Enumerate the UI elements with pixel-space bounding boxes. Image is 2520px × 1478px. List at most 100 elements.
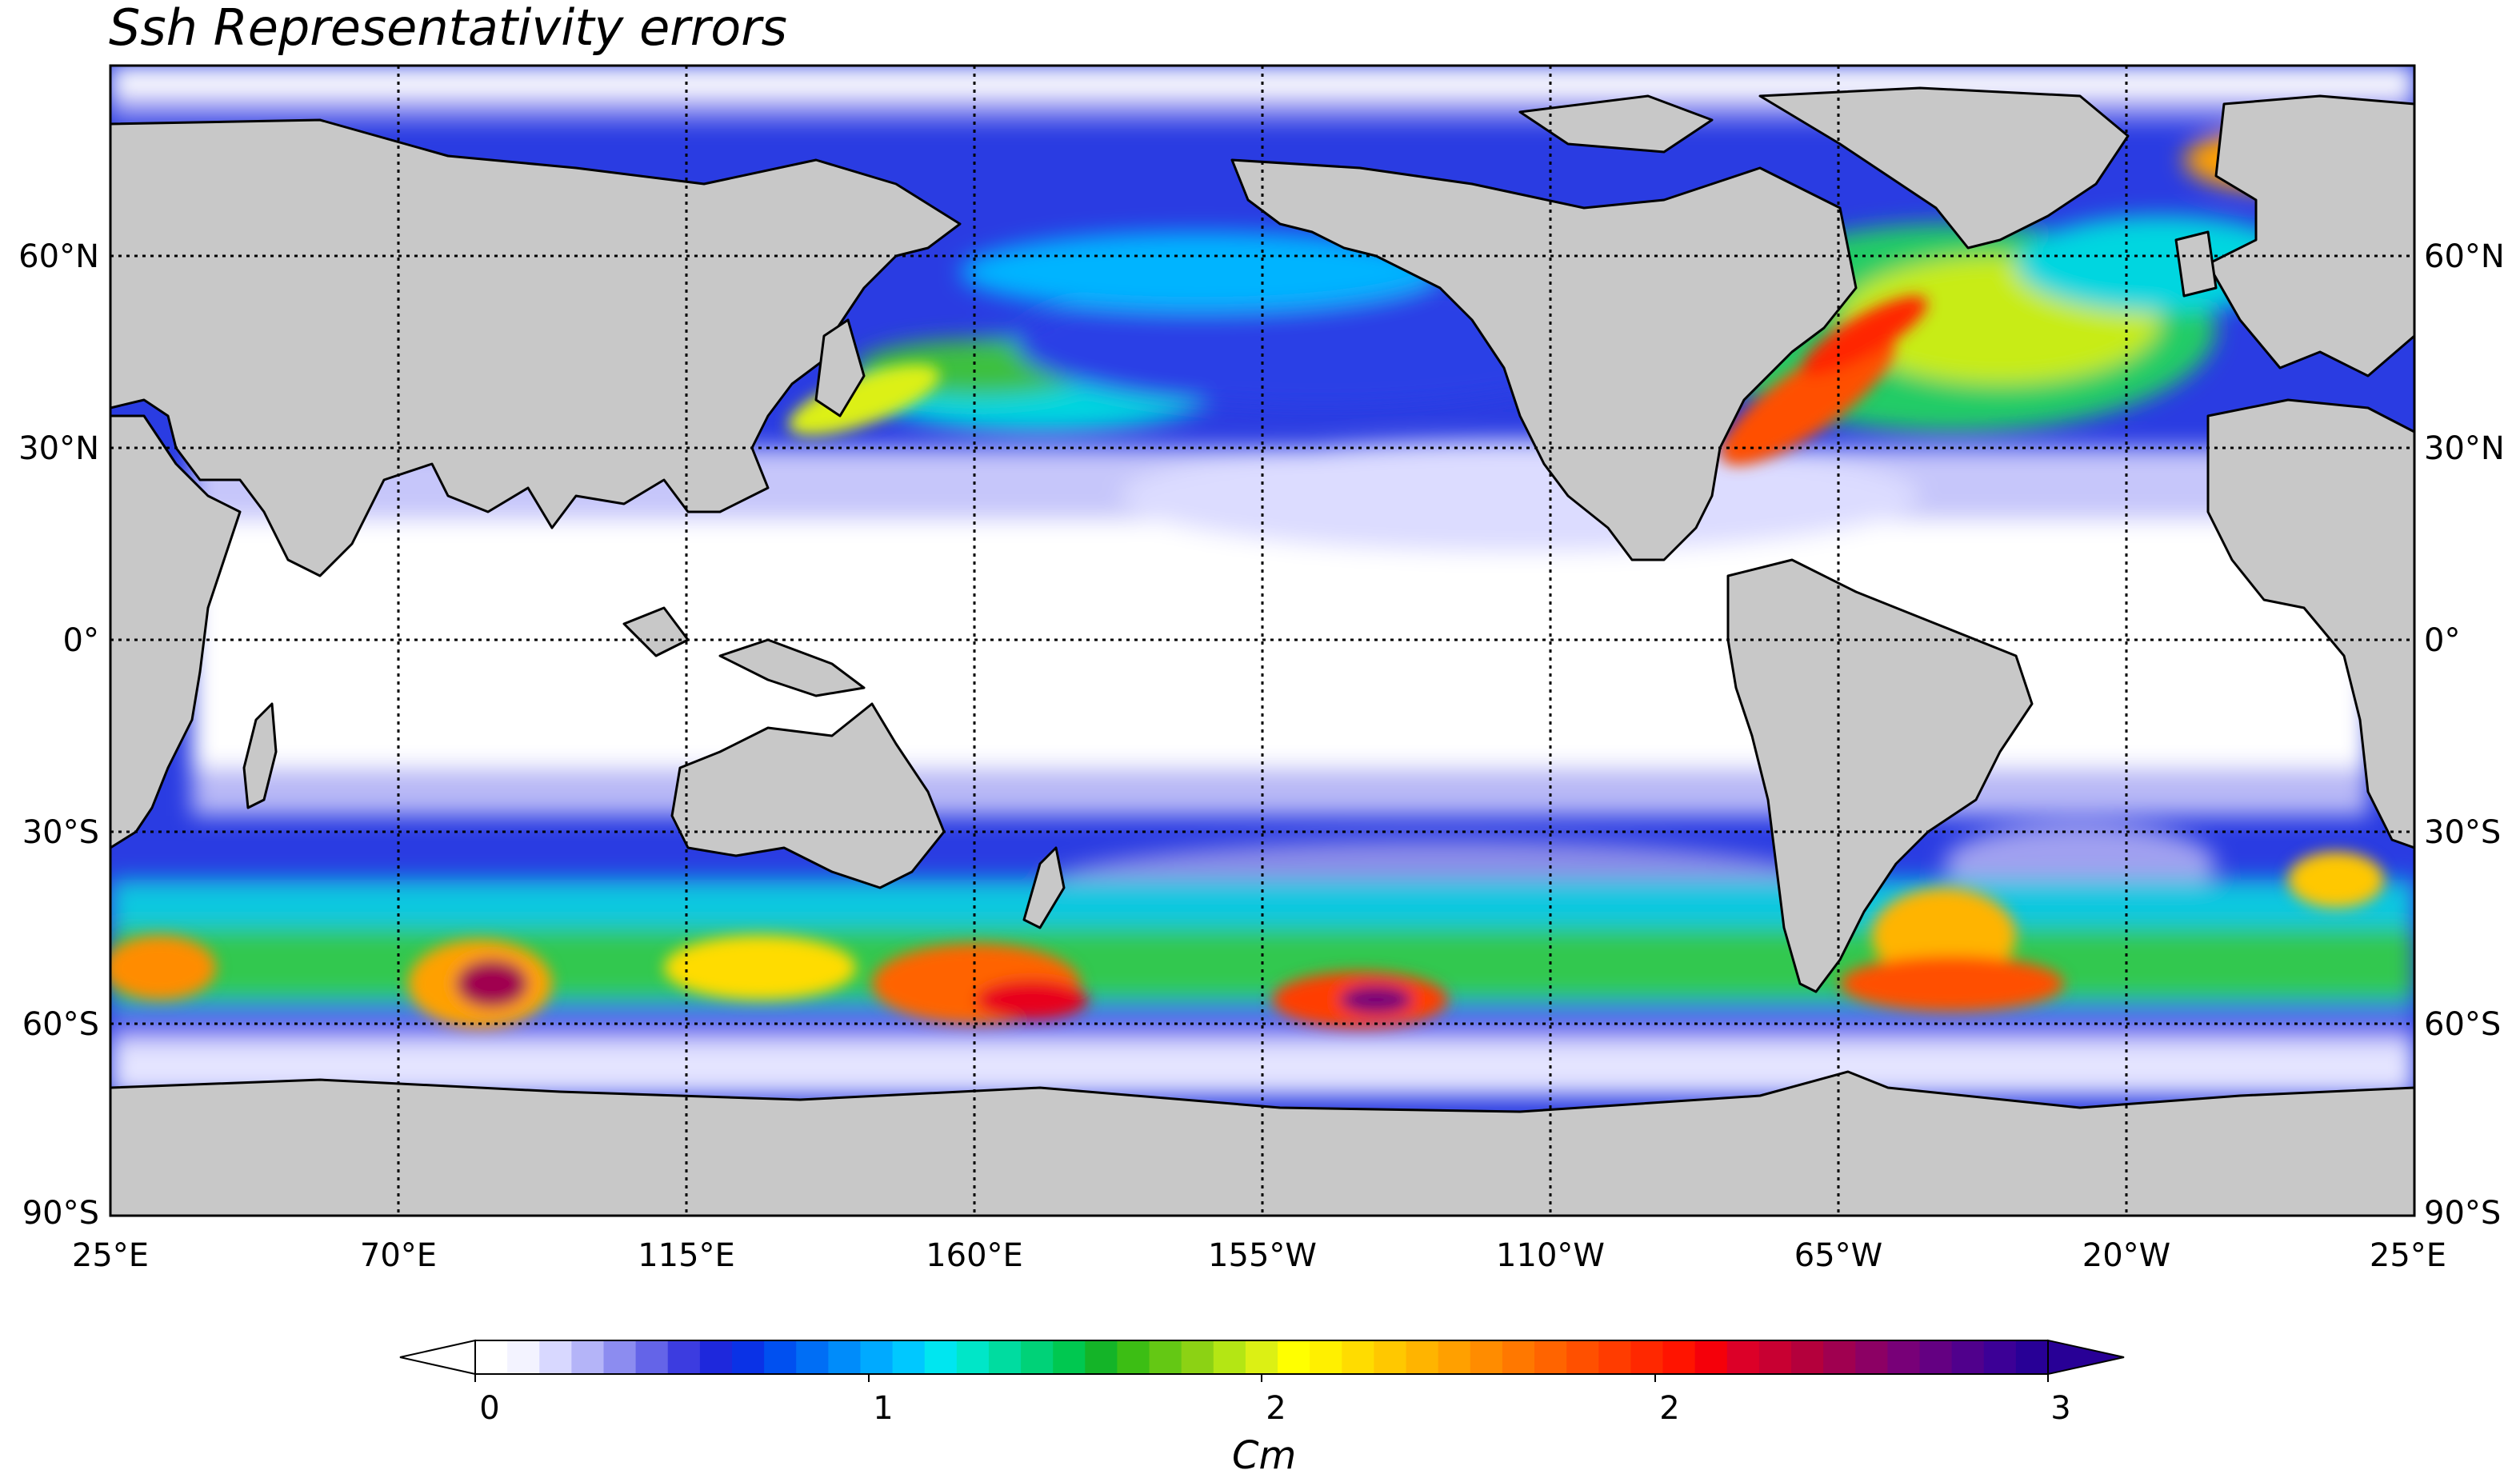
land-eurasia xyxy=(110,118,962,577)
colorbar-cell xyxy=(731,1340,765,1374)
colorbar-cell xyxy=(1502,1340,1535,1374)
colorbar-cell xyxy=(1021,1340,1054,1374)
colorbar-cell xyxy=(1053,1340,1086,1374)
lat-label-right: 30°N xyxy=(2424,430,2505,467)
lon-label: 70°E xyxy=(360,1237,437,1274)
colorbar-cell xyxy=(1534,1340,1567,1374)
lon-label: 160°E xyxy=(926,1237,1023,1274)
colorbar-cell xyxy=(2015,1340,2049,1374)
lat-label-right: 0° xyxy=(2424,622,2460,659)
colorbar-cell xyxy=(764,1340,797,1374)
land-africa-west xyxy=(2206,398,2414,849)
lat-label-left: 30°N xyxy=(18,430,99,467)
lat-label-right: 90°S xyxy=(2424,1195,2501,1232)
land-british-isles xyxy=(2174,230,2218,298)
colorbar-cell xyxy=(1726,1340,1760,1374)
colorbar-cell xyxy=(1310,1340,1342,1374)
colorbar-cell xyxy=(860,1340,894,1374)
colorbar-cell xyxy=(924,1340,958,1374)
error-hotspots xyxy=(110,296,2384,1028)
land-north-america xyxy=(1230,158,1858,561)
colorbar-tick-label: 1 xyxy=(873,1390,893,1427)
colorbar-cell xyxy=(1278,1340,1310,1374)
colorbar-cell xyxy=(1855,1340,1888,1374)
colorbar-cell xyxy=(667,1340,701,1374)
colorbar-cell xyxy=(1566,1340,1599,1374)
colorbar-min-extend xyxy=(399,1339,476,1376)
colorbar-cell xyxy=(828,1340,862,1374)
colorbar-cell xyxy=(571,1340,605,1374)
colorbar-cell xyxy=(475,1340,508,1374)
land-japan xyxy=(814,318,866,417)
map-title: Ssh Representativity errors xyxy=(109,0,787,57)
colorbar-cell xyxy=(1983,1340,2017,1374)
colorbar-cell xyxy=(507,1340,540,1374)
colorbar-cell xyxy=(1117,1340,1150,1374)
colorbar-tick-label: 0 xyxy=(479,1390,499,1427)
colorbar-cell xyxy=(603,1340,637,1374)
graticule xyxy=(110,66,2414,1216)
land-africa-east xyxy=(110,414,242,849)
colorbar-cell xyxy=(1758,1340,1792,1374)
colorbar-cell xyxy=(1085,1340,1118,1374)
lon-label: 20°W xyxy=(2082,1237,2170,1274)
land-europe xyxy=(2206,94,2414,377)
lon-label: 25°E xyxy=(2370,1237,2446,1274)
colorbar: 0 1 2 2 3 xyxy=(399,1339,2125,1427)
colorbar-ticks xyxy=(474,1374,2049,1382)
colorbar-cell xyxy=(1951,1340,1985,1374)
colorbar-cell xyxy=(956,1340,990,1374)
land-south-america xyxy=(1726,558,2034,993)
lat-label-left: 60°N xyxy=(18,238,99,275)
colorbar-cell xyxy=(1438,1340,1471,1374)
colorbar-cell xyxy=(988,1340,1022,1374)
colorbar-cell xyxy=(1694,1340,1728,1374)
lat-labels-right: 60°N 30°N 0° 30°S 60°S 90°S xyxy=(2424,238,2505,1232)
colorbar-cell xyxy=(1598,1340,1632,1374)
lon-label: 110°W xyxy=(1496,1237,1605,1274)
lat-label-left: 60°S xyxy=(22,1006,99,1043)
lon-label: 65°W xyxy=(1794,1237,1882,1274)
lon-label: 155°W xyxy=(1208,1237,1317,1274)
colorbar-tick-label: 2 xyxy=(1659,1390,1679,1427)
lat-label-right: 60°N xyxy=(2424,238,2505,275)
land-australia xyxy=(670,702,946,889)
colorbar-cell xyxy=(1181,1340,1214,1374)
colorbar-cell xyxy=(1149,1340,1182,1374)
land-greenland xyxy=(1758,86,2130,250)
colorbar-cell xyxy=(1245,1340,1278,1374)
colorbar-cell xyxy=(796,1340,829,1374)
lat-label-right: 60°S xyxy=(2424,1006,2501,1043)
colorbar-cell xyxy=(1919,1340,1953,1374)
colorbar-cell xyxy=(1470,1340,1503,1374)
colorbar-cell xyxy=(699,1340,733,1374)
map-plot-area xyxy=(110,66,2414,1216)
colorbar-cell xyxy=(1662,1340,1696,1374)
colorbar-cells xyxy=(475,1340,2049,1374)
land-madagascar xyxy=(242,702,278,809)
lat-label-left: 30°S xyxy=(22,814,99,851)
colorbar-max-extend xyxy=(2047,1339,2125,1376)
colorbar-cell xyxy=(1887,1340,1921,1374)
colorbar-cell xyxy=(1630,1340,1664,1374)
colorbar-cell xyxy=(635,1340,669,1374)
lon-labels: 25°E 70°E 115°E 160°E 155°W 110°W 65°W 2… xyxy=(72,1237,2446,1274)
colorbar-cell xyxy=(1791,1340,1824,1374)
colorbar-cell xyxy=(1406,1340,1439,1374)
colorbar-cell xyxy=(892,1340,926,1374)
colorbar-cell xyxy=(1342,1340,1375,1374)
land-new-zealand xyxy=(1022,846,1066,929)
lat-labels-left: 60°N 30°N 0° 30°S 60°S 90°S xyxy=(18,238,99,1232)
colorbar-tick-label: 3 xyxy=(2050,1390,2070,1427)
colorbar-cell xyxy=(1374,1340,1407,1374)
lat-label-left: 0° xyxy=(63,622,99,659)
colorbar-tick-label: 2 xyxy=(1266,1390,1286,1427)
map-border xyxy=(109,64,2416,1217)
colorbar-cell xyxy=(1823,1340,1856,1374)
lon-label: 115°E xyxy=(638,1237,735,1274)
lat-label-left: 90°S xyxy=(22,1195,99,1232)
colorbar-cell xyxy=(1213,1340,1246,1374)
colorbar-title: Cm xyxy=(1232,1433,1297,1478)
lat-label-right: 30°S xyxy=(2424,814,2501,851)
